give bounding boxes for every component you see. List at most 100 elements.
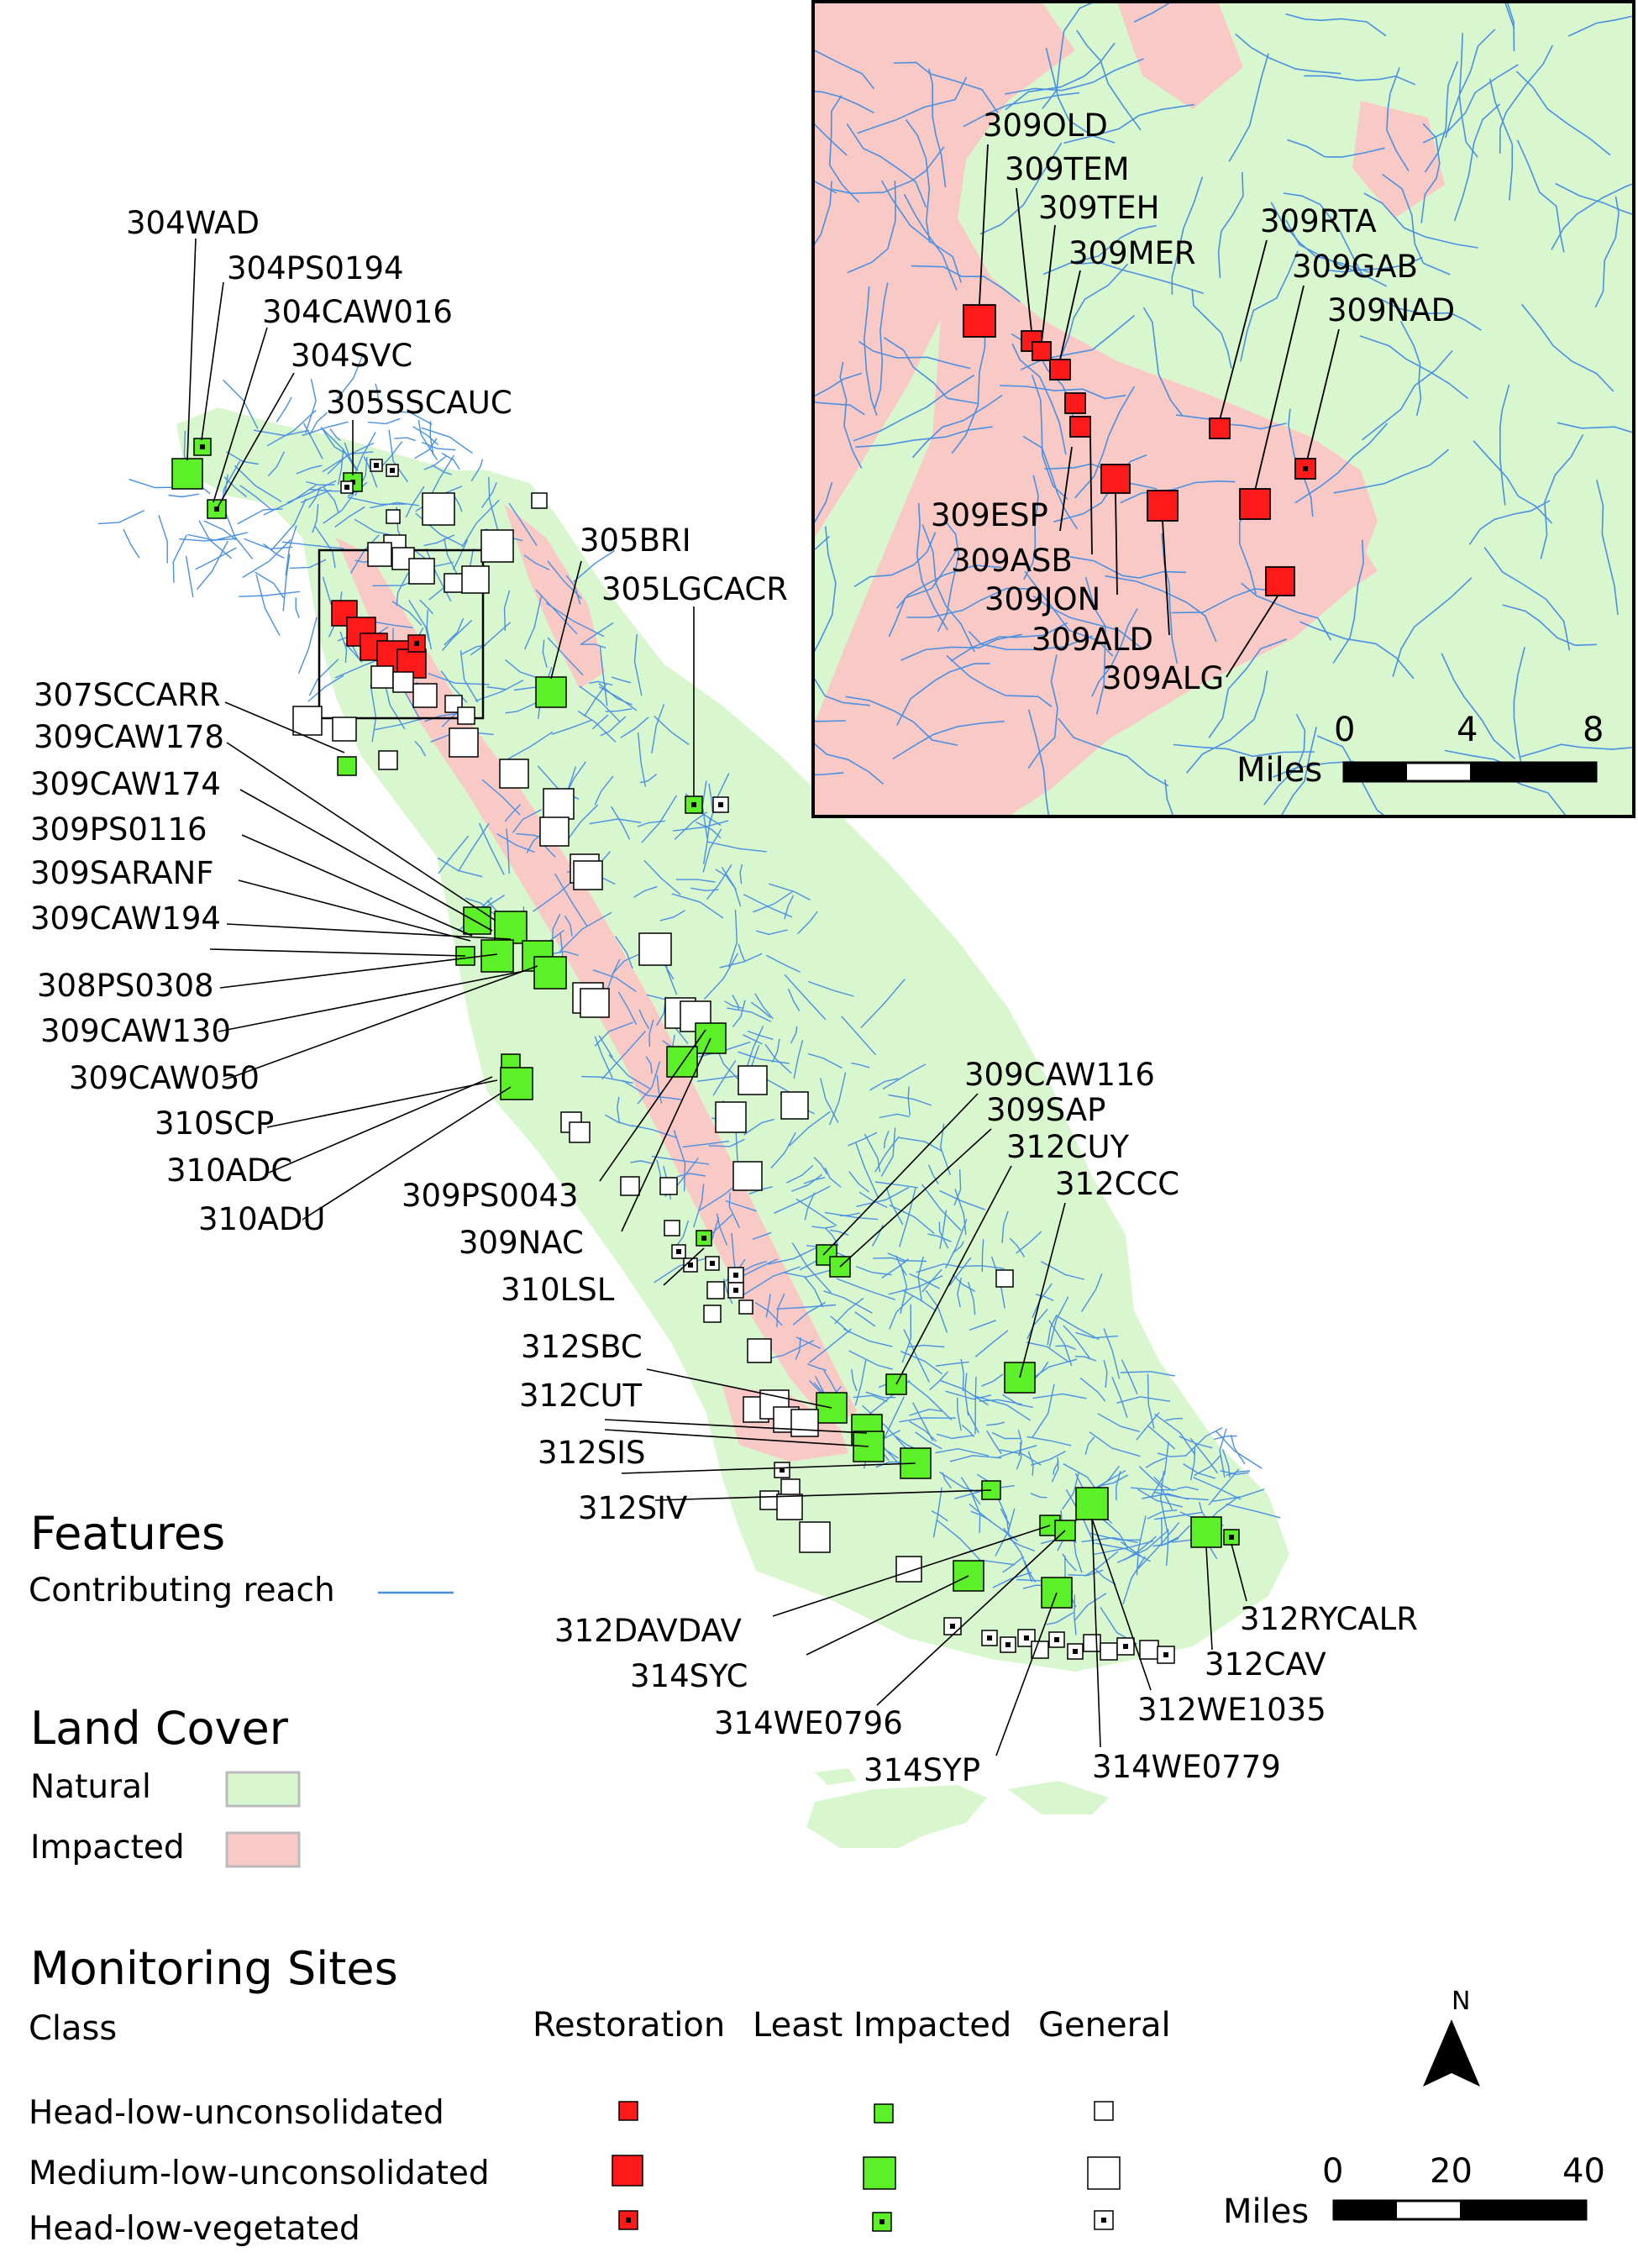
contributing-reach [1062, 1553, 1077, 1572]
inset-reach [1596, 480, 1619, 615]
inset-reach [1458, 33, 1478, 158]
contributing-reach [708, 1138, 745, 1147]
contributing-reach [693, 1184, 705, 1228]
contributing-reach [1026, 1341, 1069, 1362]
contributing-reach [921, 1184, 962, 1231]
contributing-reach [394, 437, 416, 442]
contributing-reach [461, 499, 500, 548]
inset-reach [911, 265, 1021, 303]
contributing-reach [899, 1417, 956, 1423]
vegetated-dot [200, 444, 205, 449]
inset-reach [828, 95, 860, 203]
vegetated-dot [688, 1263, 693, 1268]
leader-line [216, 372, 295, 510]
site-label: 304WAD [126, 205, 260, 241]
inset-reach [1217, 171, 1244, 278]
contributing-reach [869, 1078, 899, 1091]
contributing-reach [512, 809, 542, 833]
contributing-reach [764, 1043, 792, 1074]
inset-reach [1142, 307, 1184, 417]
contributing-reach [337, 449, 344, 485]
contributing-reach [804, 1277, 824, 1308]
contributing-reach [948, 1257, 972, 1287]
site-label: 312SIS [538, 1435, 646, 1471]
contributing-reach [746, 1026, 764, 1067]
vegetated-dot [414, 641, 419, 646]
contributing-reach [738, 1051, 790, 1064]
contributing-reach [854, 1359, 867, 1406]
inset-reach [1359, 335, 1469, 400]
inset-reach [906, 587, 1028, 618]
vegetated-dot [390, 468, 395, 473]
contributing-reach [1215, 1431, 1263, 1469]
contributing-reach [1226, 1503, 1281, 1519]
contributing-reach [674, 811, 708, 840]
contributing-reach [834, 1297, 864, 1325]
contributing-reach [604, 1114, 633, 1127]
contributing-reach [1219, 1428, 1227, 1478]
inset-reach [911, 394, 1003, 459]
contributing-reach [431, 465, 453, 475]
contributing-reach [1183, 1463, 1216, 1479]
inset-reach [1504, 2, 1515, 29]
inset-reach [905, 118, 931, 244]
site-labels: 304WAD 304PS0194 304CAW016 304SVC 305SSC… [30, 205, 1418, 1788]
contributing-reach [887, 1252, 927, 1263]
leader-line [239, 789, 493, 932]
vegetated-dot [1005, 1642, 1011, 1647]
contributing-reach [864, 1133, 881, 1173]
contributing-reach [370, 501, 419, 509]
contributing-reach [929, 1371, 948, 1391]
inset-restoration-site [1265, 566, 1295, 596]
inset-reach [1520, 743, 1634, 758]
contributing-reach [900, 1351, 943, 1375]
site-label: 304SVC [291, 338, 412, 374]
contributing-reach [909, 1420, 937, 1442]
contributing-reach [505, 701, 538, 714]
inset-reach [1263, 713, 1306, 806]
contributing-reach [391, 601, 423, 626]
contributing-reach [1189, 1437, 1219, 1474]
site-label: 308PS0308 [37, 968, 214, 1004]
inset-coastal-natural [815, 319, 941, 722]
contributing-reach [889, 1204, 935, 1235]
contributing-reach [1212, 1488, 1265, 1502]
general-site-marker [499, 759, 529, 789]
main-scale-tick: 40 [1562, 2152, 1605, 2191]
contributing-reach [1189, 1447, 1196, 1481]
legend-impacted-label: Impacted [30, 1829, 185, 1866]
site-label: 309PS0116 [30, 811, 207, 848]
general-site-marker [422, 492, 455, 526]
least-impacted-site-marker [480, 939, 514, 973]
legend-marker-least-vegetated-dot [879, 2219, 885, 2224]
contributing-reach [1137, 1488, 1184, 1508]
contributing-reach [334, 506, 365, 528]
inset-reach [1173, 743, 1315, 758]
inset-restoration-site [1239, 488, 1271, 520]
inset-reach [1515, 71, 1611, 156]
contributing-reach [1147, 1425, 1176, 1450]
contributing-reach [564, 804, 599, 843]
contributing-reach [641, 795, 677, 843]
inset-reach [1024, 570, 1114, 657]
contributing-reach [879, 1113, 910, 1119]
contributing-reach [239, 485, 272, 511]
site-label: 310ADU [198, 1201, 326, 1237]
contributing-reach [811, 1226, 835, 1229]
inset-restoration-site [1049, 359, 1071, 381]
contributing-reach [554, 873, 588, 927]
contributing-reach [823, 1290, 873, 1314]
contributing-reach [1074, 1356, 1097, 1362]
contributing-reach [564, 915, 573, 937]
inset-restoration-site [1032, 341, 1052, 361]
contributing-reach [542, 639, 548, 668]
general-site-marker [706, 1281, 725, 1299]
leader-line [302, 1086, 512, 1221]
least-impacted-site-marker [337, 756, 357, 776]
contributing-reach [702, 818, 711, 864]
contributing-reach [1153, 1511, 1204, 1520]
leader-line [995, 1592, 1058, 1756]
contributing-reach [855, 1142, 879, 1198]
site-label: 309SARANF [30, 855, 214, 891]
contributing-reach [1002, 1556, 1025, 1573]
